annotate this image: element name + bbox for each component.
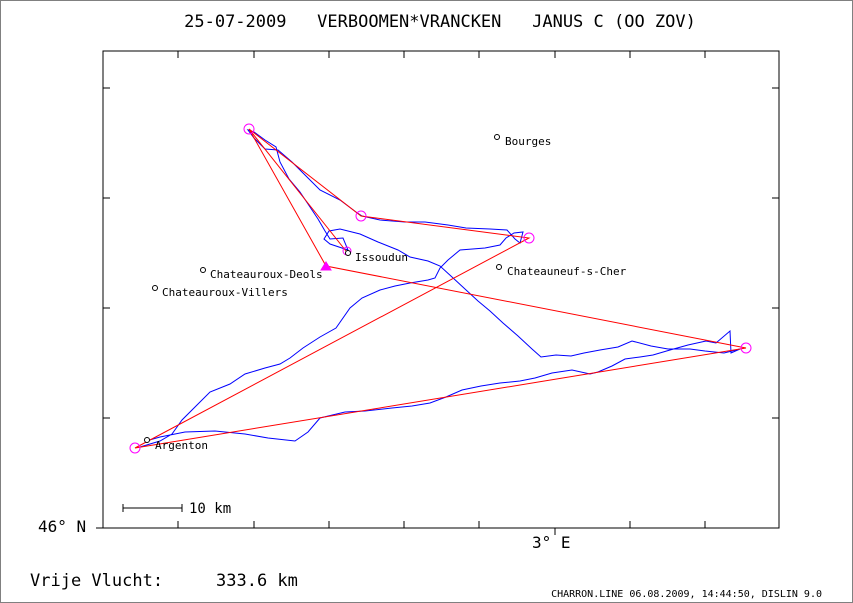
place-marker-issoudun: [345, 250, 351, 256]
plot-frame: [102, 50, 780, 529]
place-marker-argenton: [144, 437, 150, 443]
scale-bar: [122, 504, 183, 512]
turnpoint-marker: [129, 442, 141, 454]
tick-marks: [96, 51, 779, 535]
place-label: Bourges: [505, 135, 551, 148]
place-markers: [144, 134, 502, 443]
map-title: 25-07-2009 VERBOOMEN*VRANCKEN JANUS C (O…: [184, 12, 696, 32]
longitude-label: 3° E: [532, 533, 571, 552]
distance-value: 333.6 km: [216, 571, 298, 591]
turnpoints: [129, 123, 752, 454]
flight-track: [139, 129, 741, 448]
place-marker-chateauroux-deols: [200, 267, 206, 273]
turnpoint-marker: [243, 123, 255, 135]
place-marker-bourges: [494, 134, 500, 140]
turnpoint-marker: [740, 342, 752, 354]
distance-label: Vrije Vlucht:: [30, 571, 163, 591]
task-route-closing: [248, 128, 347, 252]
scale-bar-label: 10 km: [189, 501, 231, 517]
place-marker-chateauroux-villers: [152, 285, 158, 291]
place-label: Chateauroux-Deols: [210, 268, 323, 281]
footer-info: CHARRON.LINE 06.08.2009, 14:44:50, DISLI…: [551, 589, 822, 600]
latitude-label: 46° N: [38, 517, 86, 536]
start-triangle-icon: [320, 261, 332, 271]
place-label: Chateauroux-Villers: [162, 286, 288, 299]
place-label: Argenton: [155, 439, 208, 452]
turnpoint-marker: [355, 210, 367, 222]
turnpoint-marker: [523, 232, 535, 244]
place-label: Chateauneuf-s-Cher: [507, 265, 627, 278]
place-marker-chateauneuf: [496, 264, 502, 270]
place-label: Issoudun: [355, 251, 408, 264]
